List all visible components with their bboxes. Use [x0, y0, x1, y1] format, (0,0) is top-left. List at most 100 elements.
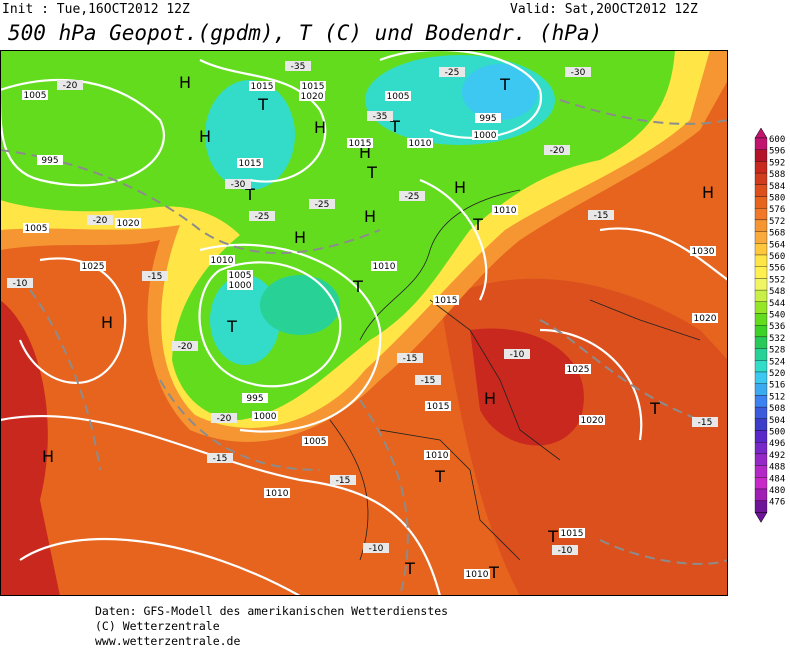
footer-line: www.wetterzentrale.de — [95, 634, 240, 648]
colorbar-label: 588 — [769, 170, 785, 180]
isobar-label: 1010 — [409, 139, 432, 149]
colorbar-swatch — [754, 254, 768, 267]
pressure-system: T — [488, 563, 499, 582]
isobar-label: 995 — [246, 394, 263, 404]
valid-time: Valid: Sat,20OCT2012 12Z — [510, 2, 698, 17]
warm-area — [0, 300, 60, 596]
isobar-label: 995 — [41, 156, 58, 166]
coastline — [329, 189, 701, 561]
temperature-label: -25 — [255, 212, 270, 222]
colorbar-swatch — [754, 442, 768, 455]
colorbar-swatch — [754, 289, 768, 302]
pressure-system: T — [352, 277, 363, 296]
colorbar-label: 516 — [769, 381, 785, 391]
temperature-label-box — [330, 475, 356, 485]
colorbar-label: 508 — [769, 404, 785, 414]
temperature-label: -20 — [550, 146, 565, 156]
isobar-label-box — [300, 81, 326, 91]
temperature-label: -30 — [571, 68, 586, 78]
map-frame — [0, 50, 728, 596]
temperature-label-box — [309, 199, 335, 209]
isobar-label: 1015 — [239, 159, 262, 169]
isobar-label: 1005 — [229, 271, 252, 281]
isobar-label-box — [407, 138, 433, 148]
temperature-label: -15 — [594, 211, 609, 221]
colorbar-label: 580 — [769, 194, 785, 204]
isobar-label-box — [37, 155, 63, 165]
temperature-label: -15 — [421, 376, 436, 386]
colorbar-label: 492 — [769, 451, 785, 461]
colorbar-label: 480 — [769, 486, 785, 496]
pressure-system: T — [472, 215, 483, 234]
pressure-system: H — [702, 183, 714, 202]
colorbar-label: 548 — [769, 287, 785, 297]
temperature-label-box — [544, 145, 570, 155]
cold-core — [260, 275, 340, 335]
colorbar-cap — [754, 512, 768, 523]
isobar-label: 1000 — [474, 131, 497, 141]
pressure-system: H — [314, 118, 326, 137]
colorbar-swatch — [754, 137, 768, 150]
isobar-label: 1020 — [581, 416, 604, 426]
temperature-label-box — [692, 417, 718, 427]
colorbar-swatch — [754, 348, 768, 361]
pressure-system: T — [649, 399, 660, 418]
isobar-label-box — [252, 411, 278, 421]
colorbar-swatch — [754, 406, 768, 419]
colorbar-swatch — [754, 453, 768, 466]
isobar-label-box — [80, 261, 106, 271]
temperature-label-box — [565, 67, 591, 77]
colorbar-label: 532 — [769, 334, 785, 344]
colorbar-label: 572 — [769, 217, 785, 227]
cold-core — [205, 80, 295, 190]
colorbar-swatch — [754, 149, 768, 162]
temperature-label: -10 — [13, 279, 28, 289]
temperature-label-box — [87, 215, 113, 225]
temperature-label: -15 — [698, 418, 713, 428]
pressure-system: H — [454, 178, 466, 197]
isobar-label-box — [209, 255, 235, 265]
colorbar-swatch — [754, 465, 768, 478]
isobar-label-box — [464, 569, 490, 579]
pressure-system: T — [244, 185, 255, 204]
isobar-label-box — [23, 223, 49, 233]
temperature-label-box — [142, 271, 168, 281]
temperature-label-box — [552, 545, 578, 555]
isobar-label: 1015 — [302, 82, 325, 92]
pressure-system: T — [499, 75, 510, 94]
temperature-label: -35 — [291, 62, 306, 72]
colorbar-label: 600 — [769, 135, 785, 145]
isobar-label-box — [559, 528, 585, 538]
colorbar-swatch — [754, 500, 768, 513]
isobar-label-box — [115, 218, 141, 228]
colorbar-swatch — [754, 161, 768, 174]
pressure-system: T — [257, 95, 268, 114]
isobar-label: 1010 — [373, 262, 396, 272]
isobar-label: 995 — [479, 114, 496, 124]
temperature-label: -25 — [405, 192, 420, 202]
pressure-system: H — [199, 127, 211, 146]
pressure-system: T — [434, 467, 445, 486]
colorbar-label: 568 — [769, 229, 785, 239]
colorbar-swatch — [754, 336, 768, 349]
temperature-label: -20 — [63, 81, 78, 91]
isobar-label: 1005 — [25, 224, 48, 234]
init-time: Init : Tue,16OCT2012 12Z — [2, 2, 190, 17]
temperature-label-box — [249, 211, 275, 221]
temperature-label: -15 — [213, 454, 228, 464]
isobar-label: 1020 — [301, 92, 324, 102]
colorbar-cap — [754, 127, 768, 139]
temperature-label-box — [211, 413, 237, 423]
isobar-label-box — [299, 91, 325, 101]
footer-line: Daten: GFS-Modell des amerikanischen Wet… — [95, 604, 448, 618]
isobar-label: 1015 — [435, 296, 458, 306]
isobar-label-box — [492, 205, 518, 215]
isobar-label: 1005 — [24, 91, 47, 101]
colorbar-label: 540 — [769, 311, 785, 321]
temperature-label-box — [225, 179, 251, 189]
temperature-label-box — [172, 341, 198, 351]
colorbar-label: 556 — [769, 264, 785, 274]
isobar-label-box — [22, 90, 48, 100]
cold-core — [462, 64, 538, 120]
